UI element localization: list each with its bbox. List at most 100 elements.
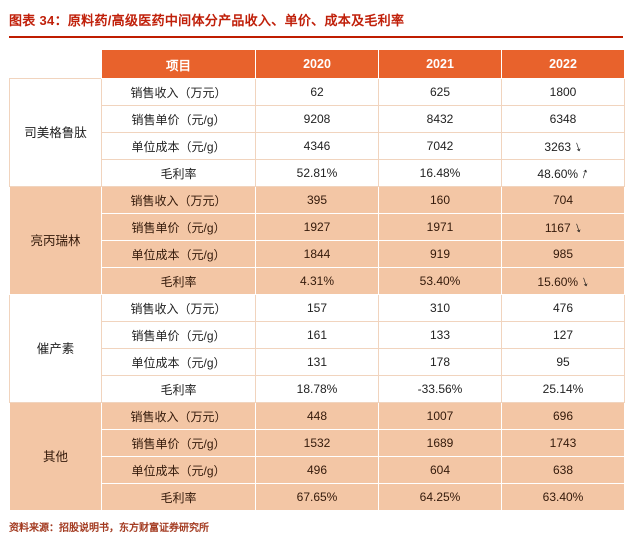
table-row: 司美格鲁肽 销售收入（万元） 62 625 1800 <box>9 78 625 187</box>
value-text: 985 <box>552 247 574 261</box>
column-header-item: 项目 <box>101 49 256 79</box>
source-note: 资料来源：招股说明书，东方财富证券研究所 <box>9 523 209 534</box>
column-header-year-2021: 2021 <box>378 49 502 79</box>
value-text: 157 <box>306 301 328 315</box>
table-row: 单位成本（元/g） 131 178 95 <box>10 348 625 376</box>
table-row: 销售单价（元/g） 1532 1689 1743 <box>10 429 625 457</box>
value-cell: 1971 <box>378 213 502 241</box>
value-text: 133 <box>429 328 451 342</box>
value-text: 476 <box>552 301 574 315</box>
value-cell: 95 <box>501 348 625 376</box>
value-cell: 1927 <box>255 213 379 241</box>
value-cell: 4.31% <box>255 267 379 295</box>
table-row: 销售单价（元/g） 1927 1971 1167↓ <box>10 213 625 241</box>
value-cell: 1007 <box>378 402 502 430</box>
value-cell: 1743 <box>501 429 625 457</box>
figure-title: 图表 34：原料药/高级医药中间体分产品收入、单价、成本及毛利率 <box>9 13 405 28</box>
table-row: 亮丙瑞林 销售收入（万元） 395 160 704 <box>9 186 625 295</box>
value-cell: 161 <box>255 321 379 349</box>
value-cell: 178 <box>378 348 502 376</box>
item-label-cell: 毛利率 <box>101 483 256 511</box>
item-label-cell: 销售收入（万元） <box>101 294 256 322</box>
value-text: 1844 <box>303 247 331 261</box>
value-text: 625 <box>429 85 451 99</box>
table-row: 毛利率 52.81% 16.48% 48.60%↑ <box>10 159 625 187</box>
value-cell: 1167↓ <box>501 213 625 241</box>
table-head-row: 项目 2020 2021 2022 <box>9 49 625 79</box>
value-text: 704 <box>552 193 574 207</box>
value-text: 127 <box>552 328 574 342</box>
value-text: 161 <box>306 328 328 342</box>
value-cell: 496 <box>255 456 379 484</box>
table-row: 单位成本（元/g） 4346 7042 3263↓ <box>10 132 625 160</box>
table-row: 销售单价（元/g） 9208 8432 6348 <box>10 105 625 133</box>
value-cell: 310 <box>378 294 502 322</box>
value-text: 1167 <box>544 220 571 235</box>
value-text: 67.65% <box>296 490 338 504</box>
value-text: 53.40% <box>419 274 461 288</box>
value-text: 8432 <box>426 112 454 126</box>
value-cell: 4346 <box>255 132 379 160</box>
value-cell: 919 <box>378 240 502 268</box>
value-text: 64.25% <box>419 490 461 504</box>
item-label-cell: 销售单价（元/g） <box>101 213 256 241</box>
value-cell: 1532 <box>255 429 379 457</box>
product-group-cell: 司美格鲁肽 <box>9 78 102 187</box>
value-text: 310 <box>429 301 451 315</box>
value-text: 448 <box>306 409 328 423</box>
value-cell: 476 <box>501 294 625 322</box>
corner-cell <box>9 49 102 79</box>
table-row: 单位成本（元/g） 496 604 638 <box>10 456 625 484</box>
value-cell: 53.40% <box>378 267 502 295</box>
value-cell: 62 <box>255 78 379 106</box>
value-cell: 25.14% <box>501 375 625 403</box>
value-cell: 160 <box>378 186 502 214</box>
item-label-cell: 销售单价（元/g） <box>101 321 256 349</box>
value-text: 3263 <box>544 139 572 154</box>
item-label-cell: 毛利率 <box>101 267 256 295</box>
item-label-cell: 毛利率 <box>101 159 256 187</box>
value-cell: 15.60%↓ <box>501 267 625 295</box>
value-cell: 704 <box>501 186 625 214</box>
value-text: 16.48% <box>419 166 461 180</box>
arrow-down-icon: ↓ <box>578 271 592 291</box>
value-text: 48.60% <box>537 166 579 181</box>
value-cell: 9208 <box>255 105 379 133</box>
value-cell: 696 <box>501 402 625 430</box>
value-cell: 395 <box>255 186 379 214</box>
value-text: 1743 <box>549 436 577 450</box>
value-text: 52.81% <box>296 166 338 180</box>
value-cell: 52.81% <box>255 159 379 187</box>
value-text: 1971 <box>426 220 454 234</box>
value-text: 1007 <box>426 409 454 423</box>
item-label-cell: 销售收入（万元） <box>101 78 256 106</box>
value-cell: 638 <box>501 456 625 484</box>
item-label-cell: 销售单价（元/g） <box>101 429 256 457</box>
value-cell: 985 <box>501 240 625 268</box>
value-cell: 604 <box>378 456 502 484</box>
item-label-cell: 毛利率 <box>101 375 256 403</box>
value-cell: 8432 <box>378 105 502 133</box>
value-cell: 1689 <box>378 429 502 457</box>
value-text: 62 <box>310 85 324 99</box>
product-group-cell: 催产素 <box>9 294 102 403</box>
item-label-cell: 单位成本（元/g） <box>101 348 256 376</box>
value-text: -33.56% <box>417 382 463 396</box>
table-row: 毛利率 4.31% 53.40% 15.60%↓ <box>10 267 625 295</box>
table-row: 毛利率 67.65% 64.25% 63.40% <box>10 483 625 511</box>
value-text: 395 <box>306 193 328 207</box>
value-cell: 63.40% <box>501 483 625 511</box>
value-cell: 157 <box>255 294 379 322</box>
value-cell: 48.60%↑ <box>501 159 625 187</box>
value-text: 6348 <box>549 112 577 126</box>
value-text: 1532 <box>303 436 331 450</box>
value-text: 696 <box>552 409 574 423</box>
value-cell: 67.65% <box>255 483 379 511</box>
value-text: 496 <box>306 463 328 477</box>
table-row: 其他 销售收入（万元） 448 1007 696 <box>9 402 625 511</box>
value-text: 9208 <box>303 112 331 126</box>
value-text: 25.14% <box>542 382 584 396</box>
value-text: 160 <box>429 193 451 207</box>
table-row: 单位成本（元/g） 1844 919 985 <box>10 240 625 268</box>
product-table: 项目 2020 2021 2022 司美格鲁肽 销售收入（万元） 62 625 1800… <box>9 49 625 511</box>
